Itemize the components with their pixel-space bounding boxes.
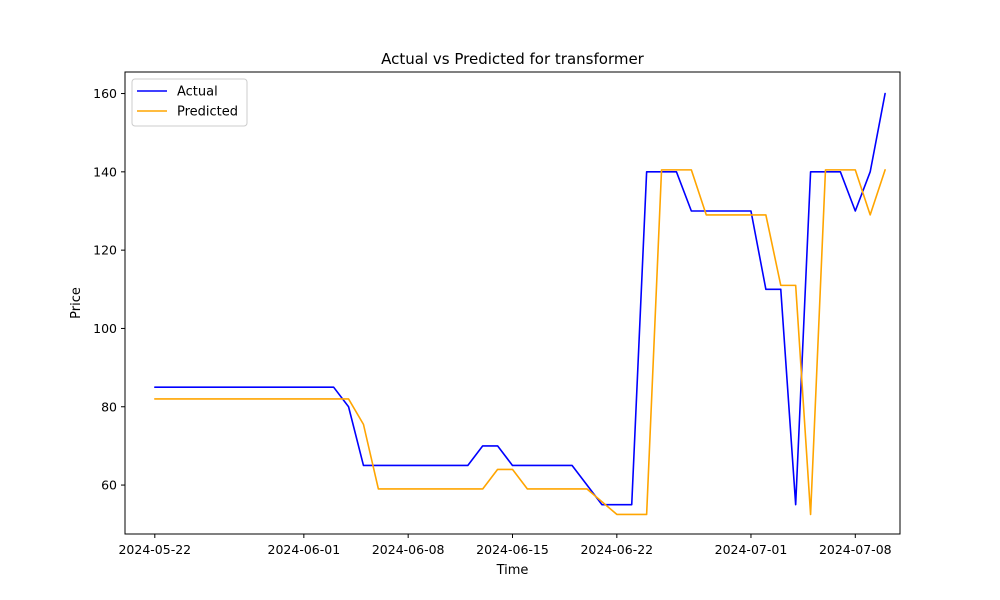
y-axis-label: Price (69, 287, 84, 319)
legend-label-predicted: Predicted (177, 105, 238, 120)
y-tick-label: 100 (93, 321, 117, 336)
legend-label-actual: Actual (177, 85, 218, 100)
x-axis-label: Time (496, 563, 529, 578)
x-tick-label: 2024-06-08 (372, 542, 445, 557)
series-line-actual (154, 92, 886, 506)
y-axis: 60 80 100 120 140 160 (93, 86, 125, 493)
chart-title: Actual vs Predicted for transformer (381, 50, 645, 68)
legend: Actual Predicted (131, 78, 248, 127)
y-tick-label: 80 (101, 399, 117, 414)
y-tick-label: 160 (93, 86, 117, 101)
y-tick-label: 140 (93, 164, 117, 179)
y-tick-label: 120 (93, 243, 117, 258)
x-tick-label: 2024-06-15 (476, 542, 549, 557)
x-tick-label: 2024-07-08 (819, 542, 892, 557)
x-tick-label: 2024-05-22 (118, 542, 191, 557)
series-layer (154, 92, 886, 516)
y-tick-label: 60 (101, 478, 117, 493)
x-axis: 2024-05-22 2024-06-01 2024-06-08 2024-06-15… (118, 534, 892, 557)
x-tick-label: 2024-06-01 (268, 542, 341, 557)
x-tick-label: 2024-07-01 (715, 542, 788, 557)
x-tick-label: 2024-06-22 (580, 542, 653, 557)
series-line-predicted (154, 169, 886, 516)
